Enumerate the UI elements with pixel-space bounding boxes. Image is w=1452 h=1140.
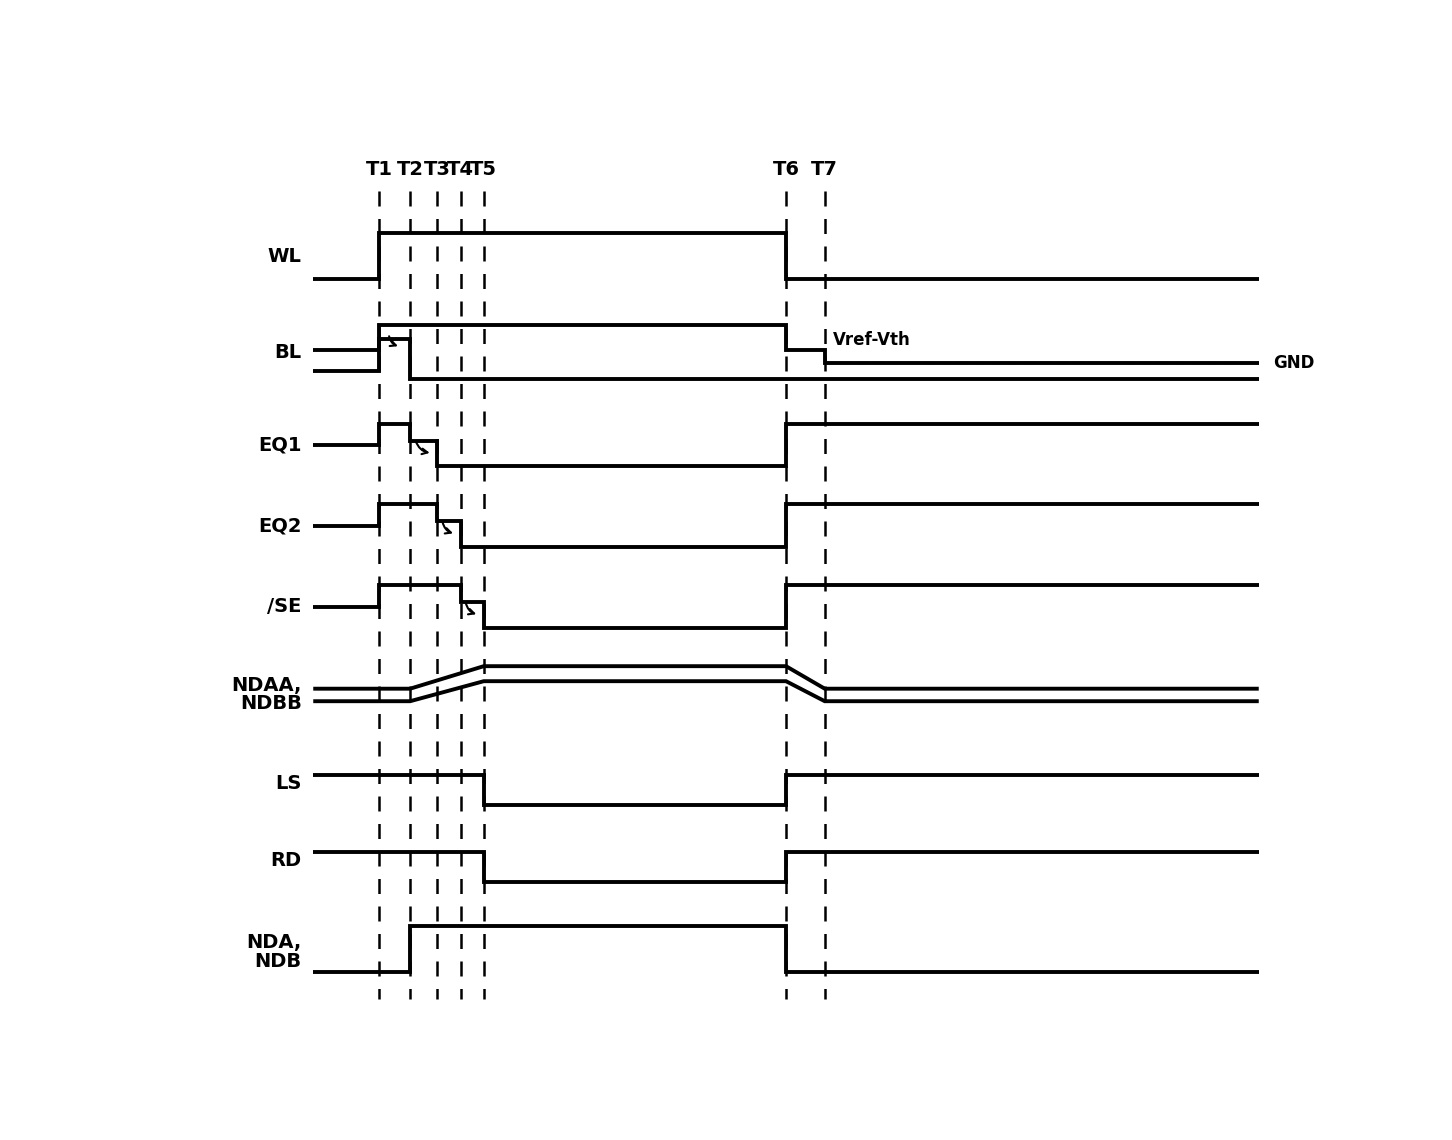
Text: Vref-Vth: Vref-Vth xyxy=(832,332,910,349)
Text: RD: RD xyxy=(270,852,302,870)
Text: EQ2: EQ2 xyxy=(258,516,302,535)
Text: BL: BL xyxy=(274,343,302,361)
Text: NDAA,: NDAA, xyxy=(231,676,302,694)
Text: NDBB: NDBB xyxy=(240,694,302,712)
Text: T2: T2 xyxy=(396,160,424,179)
Text: EQ1: EQ1 xyxy=(258,435,302,455)
Text: NDB: NDB xyxy=(254,952,302,971)
Text: T5: T5 xyxy=(470,160,497,179)
Text: T3: T3 xyxy=(424,160,450,179)
Text: LS: LS xyxy=(276,774,302,793)
Text: T7: T7 xyxy=(812,160,838,179)
Text: T6: T6 xyxy=(772,160,800,179)
Text: T4: T4 xyxy=(447,160,473,179)
Text: GND: GND xyxy=(1273,355,1314,372)
Text: WL: WL xyxy=(267,246,302,266)
Text: T1: T1 xyxy=(366,160,392,179)
Text: /SE: /SE xyxy=(267,597,302,616)
Text: NDA,: NDA, xyxy=(247,934,302,953)
